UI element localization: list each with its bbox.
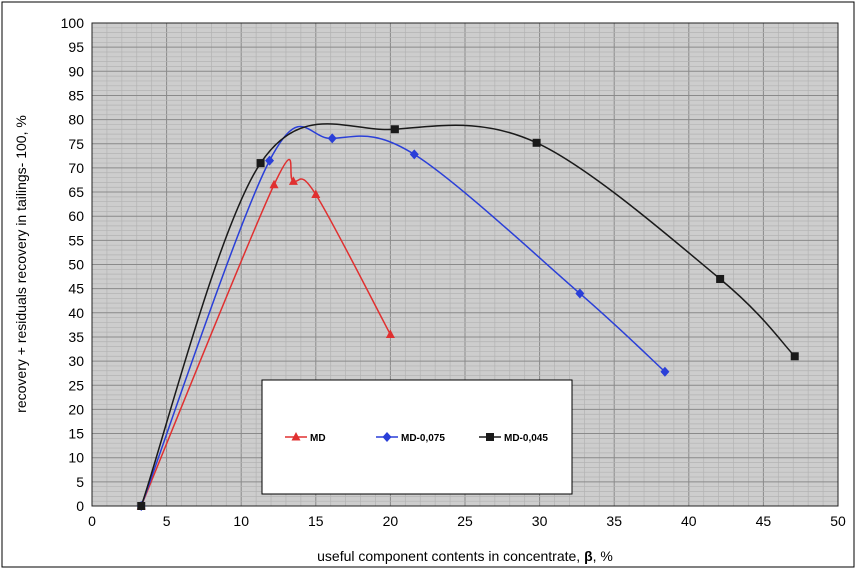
x-tick-label: 40: [681, 513, 697, 529]
legend-marker-md-0-045: [486, 433, 494, 441]
x-axis-title-text: useful component contents in concentrate…: [317, 548, 584, 564]
y-tick-label: 60: [68, 208, 84, 224]
plot-border: [91, 22, 839, 507]
y-tick-label: 95: [68, 39, 84, 55]
data-point-md-0-075: [575, 288, 585, 299]
y-tick-label: 55: [68, 232, 84, 248]
legend-marker-md-0-075: [382, 432, 392, 442]
series-line-md: [140, 158, 392, 507]
x-axis-title-unit: , %: [593, 548, 613, 564]
legend-box: [261, 379, 573, 495]
data-point-md-0-075: [327, 133, 337, 144]
y-tick-label: 35: [68, 329, 84, 345]
y-tick-label: 20: [68, 401, 84, 417]
y-tick-label: 15: [68, 426, 84, 442]
y-tick-label: 40: [68, 305, 84, 321]
y-tick-label: 100: [61, 15, 85, 31]
data-point-md: [385, 329, 395, 339]
x-tick-label: 20: [383, 513, 399, 529]
x-tick-label: 15: [308, 513, 324, 529]
y-tick-label: 25: [68, 377, 84, 393]
x-axis-title-symbol: β: [584, 548, 593, 564]
y-axis-title: recovery + residuals recovery in tailing…: [13, 115, 29, 413]
x-tick-label: 50: [830, 513, 846, 529]
data-point-md-0-045: [532, 138, 541, 147]
y-tick-label: 80: [68, 112, 84, 128]
legend-label-md: MD: [310, 433, 326, 444]
data-point-md-0-045: [390, 125, 399, 134]
x-tick-label: 25: [457, 513, 473, 529]
data-point-md-0-045: [137, 502, 146, 510]
data-point-md-0-075: [409, 149, 419, 160]
data-point-md: [288, 176, 298, 185]
x-tick-labels: 0 5 10 15 20 25 30 35 40 45 50: [88, 513, 846, 529]
y-tick-label: 75: [68, 136, 84, 152]
series-md: [136, 158, 395, 510]
legend-label-md-0-075: MD-0,075: [401, 433, 445, 444]
series-layer: [136, 123, 799, 511]
grid: [91, 22, 839, 507]
y-tick-label: 10: [68, 450, 84, 466]
series-md-0-045: [137, 123, 799, 510]
data-point-md-0-045: [716, 274, 725, 283]
y-tick-label: 85: [68, 87, 84, 103]
x-tick-label: 5: [163, 513, 171, 529]
legend: MD MD-0,075 MD-0,045: [261, 379, 573, 495]
y-tick-label: 45: [68, 281, 84, 297]
y-tick-label: 65: [68, 184, 84, 200]
data-point-md-0-075: [265, 155, 275, 166]
y-tick-label: 0: [76, 498, 84, 514]
x-axis-title: useful component contents in concentrate…: [317, 548, 613, 564]
y-tick-labels: 0 5 10 15 20 25 30 35 40 45 50 55 60 65 70 75 80 85 90 95 10…: [61, 15, 85, 514]
y-tick-label: 90: [68, 63, 84, 79]
data-point-md-0-045: [256, 159, 265, 168]
x-tick-label: 45: [756, 513, 772, 529]
data-point-md: [311, 189, 321, 198]
data-point-md-0-045: [790, 352, 799, 361]
x-tick-label: 30: [532, 513, 548, 529]
legend-label-md-0-045: MD-0,045: [504, 433, 548, 444]
x-tick-label: 0: [88, 513, 96, 529]
y-tick-label: 50: [68, 257, 84, 273]
y-tick-label: 30: [68, 353, 84, 369]
y-tick-label: 70: [68, 160, 84, 176]
x-tick-label: 35: [606, 513, 622, 529]
data-point-md: [269, 179, 279, 189]
x-tick-label: 10: [233, 513, 249, 529]
data-point-md-0-075: [660, 366, 670, 377]
legend-marker-md: [291, 432, 301, 441]
y-tick-label: 5: [76, 474, 84, 490]
